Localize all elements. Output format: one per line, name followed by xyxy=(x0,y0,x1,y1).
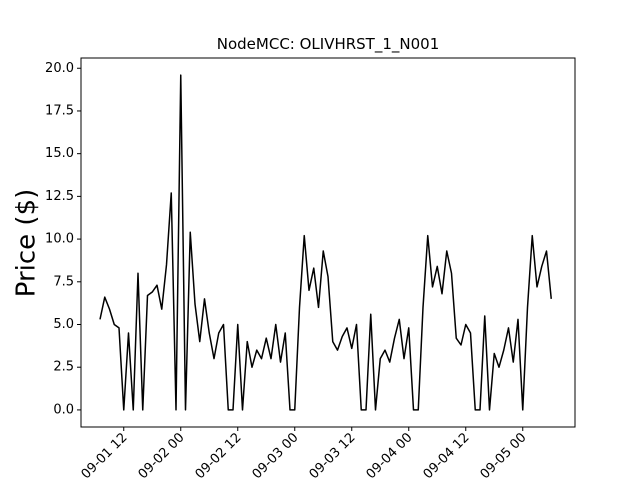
y-tick-label: 5.0 xyxy=(53,317,74,332)
y-tick-label: 17.5 xyxy=(45,103,74,118)
y-tick-label: 20.0 xyxy=(45,61,74,76)
x-tick-label: 09-02 00 xyxy=(136,430,188,480)
x-tick-label: 09-04 00 xyxy=(364,430,416,480)
chart-title: NodeMCC: OLIVHRST_1_N001 xyxy=(217,35,440,54)
y-tick-label: 2.5 xyxy=(53,360,74,375)
x-tick-label: 09-03 12 xyxy=(307,430,359,480)
x-tick-label: 09-05 00 xyxy=(478,430,530,480)
plot-area xyxy=(80,57,576,428)
y-tick-label: 10.0 xyxy=(45,232,74,247)
price-line xyxy=(99,74,552,411)
y-tick-label: 7.5 xyxy=(53,274,74,289)
x-tick-label: 09-04 12 xyxy=(421,430,473,480)
x-tick-label: 09-01 12 xyxy=(79,430,131,480)
y-axis-label: Price ($) xyxy=(12,189,42,298)
y-tick-label: 0.0 xyxy=(53,402,74,417)
x-tick-label: 09-02 12 xyxy=(193,430,245,480)
y-tick-label: 15.0 xyxy=(45,146,74,161)
y-tick-label: 12.5 xyxy=(45,189,74,204)
x-tick-label: 09-03 00 xyxy=(250,430,302,480)
